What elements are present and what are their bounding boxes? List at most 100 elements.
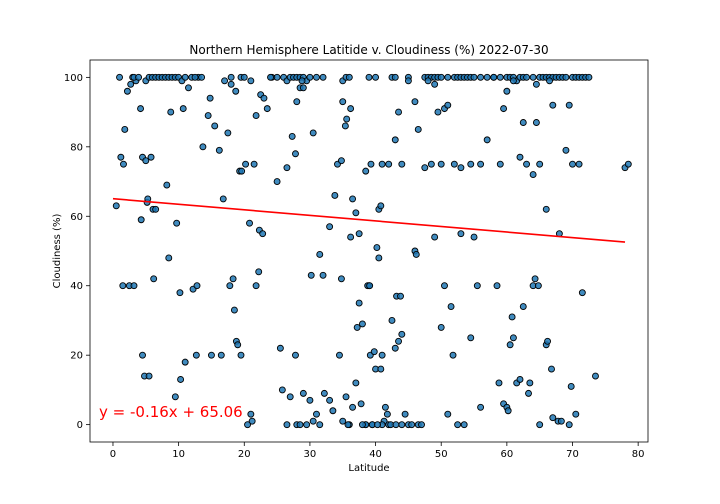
data-point [292,351,299,359]
data-point [431,80,439,88]
data-point [135,73,143,81]
data-point [525,389,532,397]
data-point [457,164,465,172]
data-point [421,164,429,172]
data-point [467,334,475,342]
data-point [167,108,175,116]
x-tick-label: 60 [500,449,513,460]
data-point [211,122,219,130]
data-point [548,365,555,373]
data-point [152,205,160,213]
data-point [341,122,349,130]
data-point [319,271,327,279]
data-point [247,77,255,85]
data-point [460,421,468,429]
data-point [557,417,565,425]
data-point [288,132,296,140]
data-point [565,101,573,109]
data-point [523,160,530,168]
data-point [137,105,145,113]
data-point [306,73,314,81]
data-point [358,320,366,328]
data-point [549,414,557,422]
data-point [238,167,246,175]
data-point [391,73,399,81]
y-tick-label: 100 [64,73,83,84]
data-point [309,417,317,425]
data-point [179,105,187,113]
data-point [276,344,284,352]
data-point [204,112,212,120]
data-point [483,73,491,81]
data-point [255,268,263,276]
data-point [449,351,457,359]
data-point [414,125,422,133]
data-point [529,171,537,179]
data-point [377,202,385,210]
y-tick-label: 40 [70,281,83,292]
data-point [296,421,304,429]
data-point [391,344,399,352]
data-point [142,157,150,165]
x-tick-label: 0 [110,449,116,460]
data-point [198,73,206,81]
data-point [397,292,404,300]
data-point [303,421,311,429]
data-point [313,410,320,418]
data-point [562,146,570,154]
y-tick-label: 20 [70,351,83,362]
data-point [470,73,478,81]
data-point [181,358,189,366]
data-point [408,421,416,429]
data-point [544,337,552,345]
data-point [117,153,125,161]
data-point [316,251,324,258]
data-point [316,421,324,429]
data-point [444,73,452,81]
data-point [398,330,406,338]
data-point [534,282,542,290]
data-point [477,73,485,81]
data-point [227,73,235,81]
regression-equation: y = -0.16x + 65.06 [99,403,243,421]
data-point [516,153,524,161]
x-tick-label: 70 [566,449,579,460]
data-point [542,205,550,213]
data-point [395,108,402,116]
data-point [519,303,527,311]
data-point [418,421,425,429]
data-point [374,421,381,429]
data-point [412,251,420,258]
data-point [366,282,374,290]
data-point [450,160,458,168]
data-point [373,244,381,251]
data-point [329,407,337,415]
data-point [477,403,485,411]
data-point [437,160,445,168]
data-point [503,87,511,95]
data-point [227,80,235,88]
data-point [508,313,516,321]
data-point [336,351,343,359]
data-point [349,403,357,411]
data-point [431,233,439,241]
data-point [378,160,386,168]
data-point [454,421,462,429]
data-point [493,282,501,290]
data-point [427,160,435,168]
data-point [273,178,281,186]
data-point [199,143,207,151]
data-point [473,282,481,290]
data-point [401,410,409,418]
data-point [444,101,452,109]
data-point [230,306,238,314]
data-point [298,77,306,85]
data-point [532,80,540,88]
data-point [470,233,478,241]
x-tick-label: 20 [238,449,251,460]
data-point [388,317,396,324]
data-point [437,323,445,331]
data-point [549,101,557,109]
data-point [375,254,383,262]
data-point [283,421,291,429]
